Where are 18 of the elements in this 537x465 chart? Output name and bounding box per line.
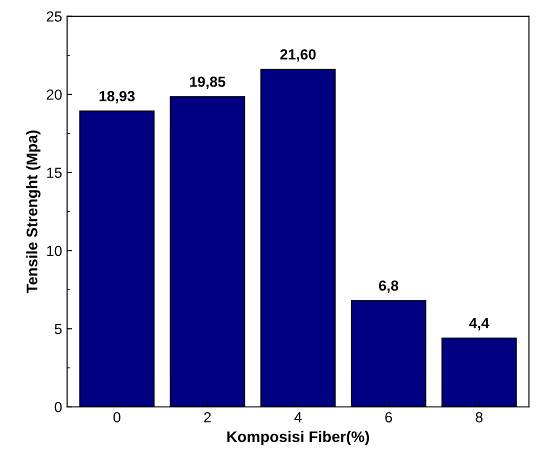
data-label: 18,93 — [100, 90, 135, 104]
x-tick-label: 8 — [476, 412, 483, 422]
x-tick-label: 4 — [294, 412, 302, 422]
y-tick-label: 10 — [47, 246, 62, 256]
data-label: 19,85 — [190, 76, 226, 90]
y-tick-label: 15 — [47, 168, 62, 178]
data-label: 21,60 — [280, 49, 316, 62]
data-label: 6,8 — [378, 280, 398, 293]
x-axis-title: Komposisi Fiber(%) — [227, 430, 370, 446]
y-axis-title: Tensile Strenght (Mpa) — [26, 130, 40, 294]
y-tick-label: 0 — [54, 402, 62, 412]
data-label: 4,4 — [469, 318, 490, 330]
x-tick-label: 2 — [204, 412, 211, 422]
y-tick-label: 5 — [54, 324, 62, 334]
y-tick-label: 20 — [46, 89, 62, 100]
x-tick-label: 6 — [385, 412, 392, 422]
x-tick-label: 0 — [113, 412, 120, 422]
y-tick-label: 25 — [46, 11, 62, 22]
